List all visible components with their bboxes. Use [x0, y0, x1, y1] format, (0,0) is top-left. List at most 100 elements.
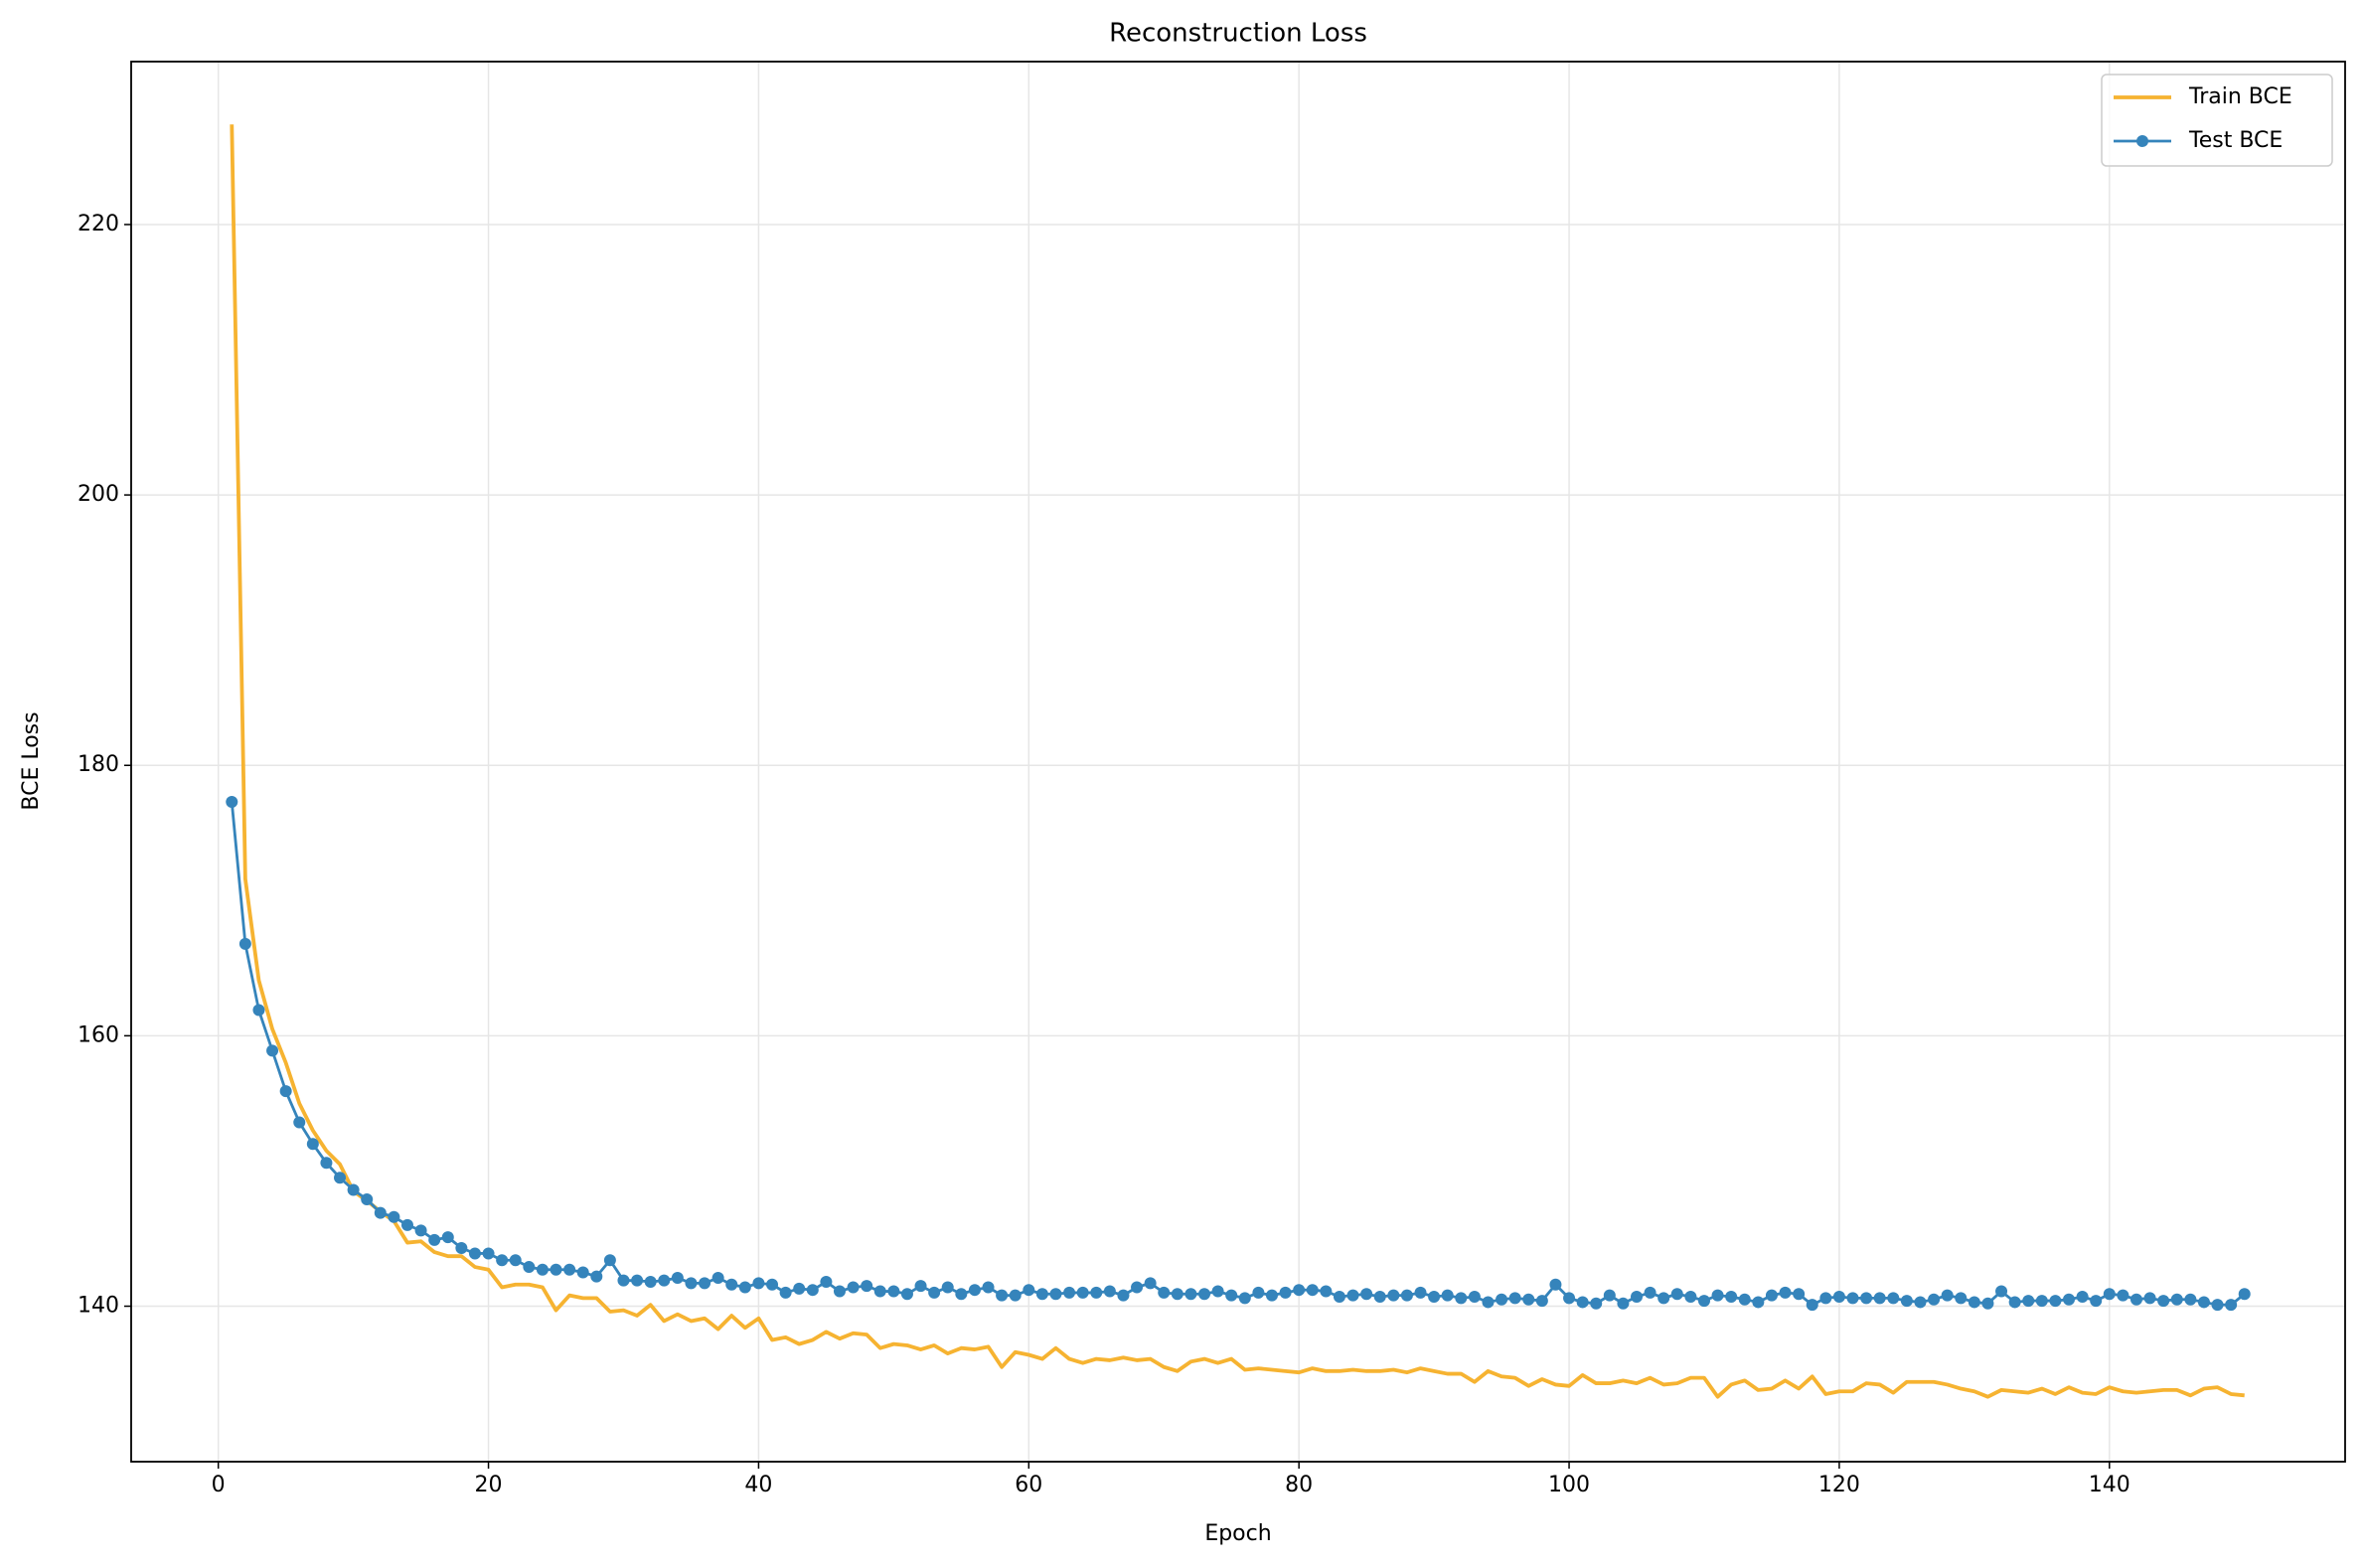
data-point — [576, 1266, 589, 1279]
data-point — [1725, 1290, 1738, 1303]
legend-label: Test BCE — [2188, 128, 2283, 153]
data-point — [1360, 1288, 1373, 1301]
data-point — [2022, 1295, 2035, 1308]
data-point — [752, 1277, 765, 1290]
data-point — [1873, 1292, 1886, 1305]
data-point — [320, 1157, 333, 1170]
x-tick-label: 20 — [475, 1473, 503, 1497]
data-point — [1441, 1289, 1454, 1302]
data-point — [1076, 1286, 1089, 1299]
data-point — [1576, 1296, 1589, 1309]
x-tick-label: 40 — [744, 1473, 772, 1497]
data-point — [2049, 1295, 2062, 1308]
x-tick-label: 60 — [1015, 1473, 1042, 1497]
data-point — [2117, 1289, 2129, 1302]
data-point — [2225, 1299, 2238, 1312]
data-point — [1482, 1296, 1495, 1309]
data-point — [2211, 1299, 2224, 1312]
x-tick-label: 100 — [1548, 1473, 1590, 1497]
data-point — [1103, 1285, 1116, 1298]
data-point — [2129, 1293, 2142, 1306]
data-point — [779, 1286, 792, 1299]
x-tick-label: 140 — [2089, 1473, 2130, 1497]
data-point — [1293, 1284, 1306, 1297]
data-point — [1063, 1286, 1076, 1299]
data-point — [900, 1288, 913, 1301]
legend-marker — [2136, 135, 2148, 147]
data-point — [2184, 1293, 2197, 1306]
data-point — [1657, 1292, 1670, 1305]
y-tick-label: 140 — [78, 1294, 119, 1319]
data-point — [509, 1254, 522, 1267]
data-point — [1184, 1288, 1197, 1301]
data-point — [468, 1247, 481, 1260]
data-point — [1496, 1293, 1508, 1306]
data-point — [1265, 1289, 1278, 1302]
data-point — [1941, 1289, 1954, 1302]
data-point — [806, 1284, 819, 1297]
data-point — [644, 1276, 657, 1289]
data-point — [1009, 1289, 1022, 1302]
data-point — [711, 1271, 724, 1284]
data-point — [1752, 1296, 1765, 1309]
data-point — [1171, 1288, 1183, 1301]
data-point — [2197, 1296, 2210, 1309]
x-axis-label: Epoch — [1204, 1521, 1271, 1546]
data-point — [1549, 1278, 1562, 1291]
data-point — [266, 1044, 279, 1057]
data-point — [941, 1281, 954, 1294]
data-point — [347, 1183, 360, 1196]
y-tick-label: 180 — [78, 752, 119, 777]
y-tick-label: 200 — [78, 482, 119, 507]
data-point — [1414, 1286, 1427, 1299]
data-point — [1117, 1289, 1130, 1302]
data-point — [2035, 1295, 2048, 1308]
data-point — [1590, 1297, 1603, 1310]
data-point — [631, 1274, 644, 1287]
data-point — [955, 1288, 968, 1301]
data-point — [699, 1277, 711, 1290]
data-point — [550, 1263, 562, 1276]
data-point — [361, 1193, 374, 1206]
data-point — [1346, 1289, 1359, 1302]
plot-frame — [130, 61, 2346, 1463]
data-point — [1090, 1286, 1103, 1299]
data-point — [2076, 1290, 2089, 1303]
data-point — [1400, 1289, 1413, 1302]
data-point — [388, 1210, 400, 1223]
y-tick-label: 220 — [78, 212, 119, 236]
data-point — [374, 1206, 387, 1219]
data-point — [1023, 1284, 1035, 1297]
data-point — [1846, 1292, 1859, 1305]
data-point — [536, 1263, 549, 1276]
data-point — [2157, 1295, 2170, 1308]
x-tick-label: 0 — [212, 1473, 226, 1497]
data-point — [2063, 1293, 2076, 1306]
data-point — [1860, 1292, 1873, 1305]
data-point — [496, 1254, 509, 1267]
data-point — [873, 1285, 886, 1298]
data-point — [306, 1138, 319, 1151]
data-point — [293, 1116, 306, 1129]
data-point — [252, 1004, 265, 1017]
data-point — [1765, 1289, 1778, 1302]
x-tick-label: 80 — [1285, 1473, 1313, 1497]
data-point — [1522, 1293, 1535, 1306]
data-point — [1468, 1290, 1481, 1303]
data-point — [766, 1278, 779, 1291]
data-point — [1373, 1290, 1386, 1303]
data-point — [847, 1281, 860, 1294]
data-point — [1225, 1289, 1238, 1302]
data-point — [1968, 1296, 1980, 1309]
data-point — [1131, 1281, 1144, 1294]
data-point — [833, 1285, 846, 1298]
data-point — [1711, 1289, 1724, 1302]
data-point — [1333, 1290, 1345, 1303]
data-point — [1211, 1285, 1224, 1298]
y-tick-label: 160 — [78, 1022, 119, 1047]
data-point — [1670, 1288, 1683, 1301]
data-point — [563, 1263, 576, 1276]
data-point — [1887, 1292, 1900, 1305]
data-point — [1158, 1286, 1171, 1299]
